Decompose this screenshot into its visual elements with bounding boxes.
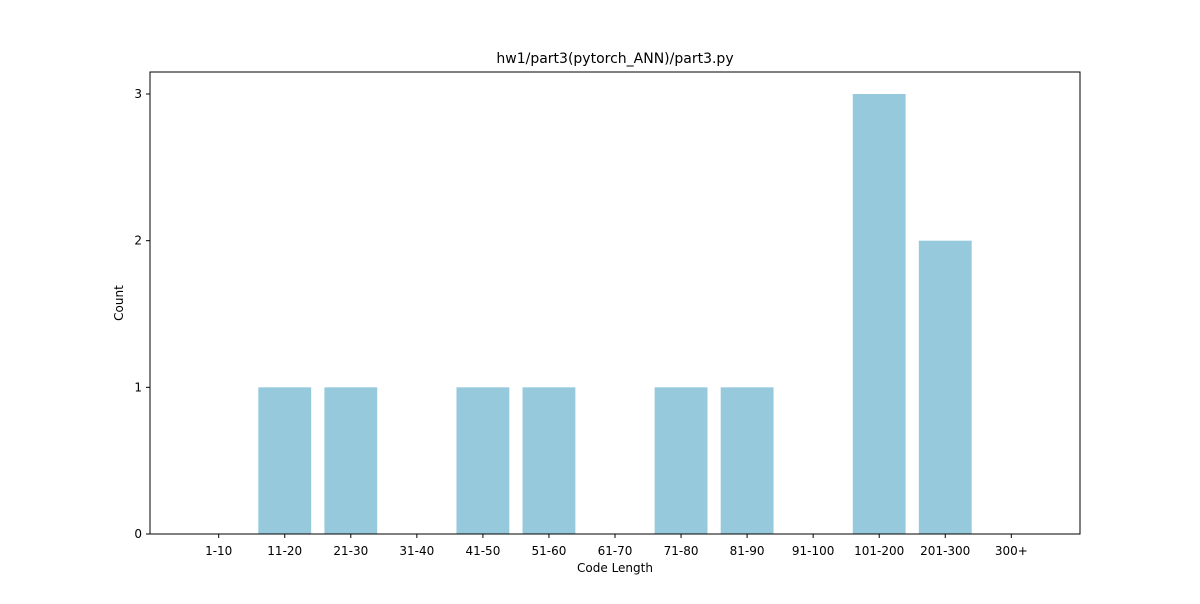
x-tick-label: 71-80 <box>664 544 699 558</box>
bar-21-30 <box>324 387 378 534</box>
y-tick-label: 2 <box>134 234 142 248</box>
x-tick-label: 300+ <box>995 544 1028 558</box>
bars-group <box>258 94 972 534</box>
x-tick-label: 41-50 <box>465 544 500 558</box>
x-tick-label: 101-200 <box>854 544 904 558</box>
x-tick-label: 1-10 <box>205 544 232 558</box>
x-tick-label: 81-90 <box>730 544 765 558</box>
bar-51-60 <box>522 387 576 534</box>
x-tick-label: 61-70 <box>598 544 633 558</box>
bar-41-50 <box>456 387 510 534</box>
x-tick-label: 31-40 <box>399 544 434 558</box>
x-tick-label: 201-300 <box>920 544 970 558</box>
bar-71-80 <box>654 387 708 534</box>
chart-title: hw1/part3(pytorch_ANN)/part3.py <box>496 51 733 67</box>
x-axis-label: Code Length <box>577 561 653 575</box>
y-tick-label: 1 <box>134 380 142 394</box>
y-tick-label: 0 <box>134 527 142 541</box>
x-tick-label: 11-20 <box>267 544 302 558</box>
y-tick-label: 3 <box>134 87 142 101</box>
x-tick-label: 91-100 <box>792 544 835 558</box>
y-axis-ticks: 0 1 2 3 <box>134 87 150 541</box>
bar-81-90 <box>720 387 774 534</box>
plot-frame <box>149 71 1081 535</box>
x-axis-ticks: 1-10 11-20 21-30 31-40 41-50 51-60 61-70 71-80 8… <box>205 534 1028 558</box>
x-tick-label: 21-30 <box>333 544 368 558</box>
bar-11-20 <box>258 387 312 534</box>
y-axis-label: Count <box>112 285 126 321</box>
bar-201-300 <box>918 240 972 534</box>
bar-101-200 <box>852 94 906 534</box>
x-tick-label: 51-60 <box>532 544 567 558</box>
